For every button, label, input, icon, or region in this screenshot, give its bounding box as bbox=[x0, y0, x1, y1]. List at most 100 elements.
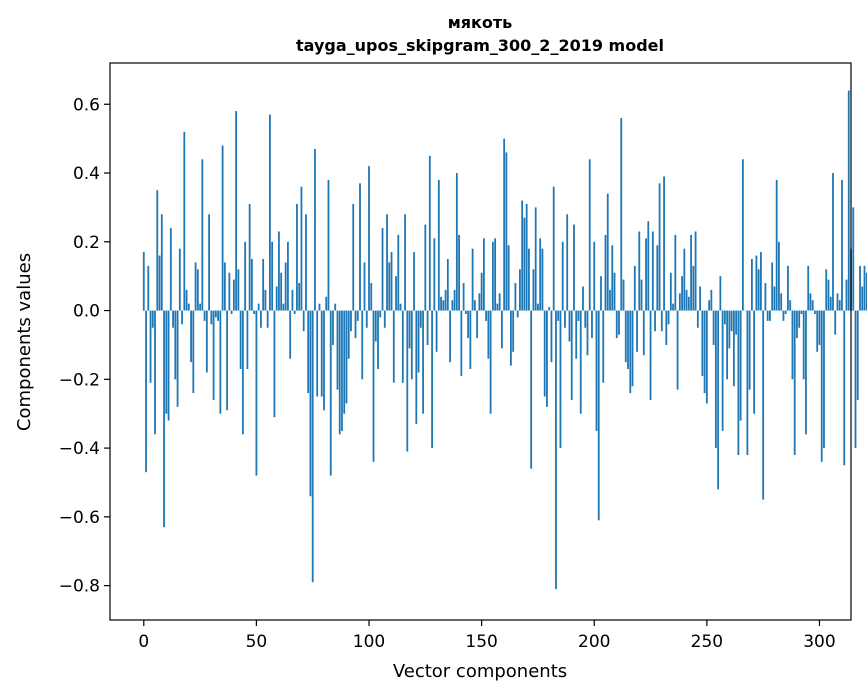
bar bbox=[449, 310, 451, 363]
bar bbox=[422, 310, 424, 414]
bar bbox=[834, 310, 837, 335]
bar bbox=[199, 303, 201, 311]
bar bbox=[187, 303, 190, 311]
bar bbox=[280, 272, 283, 311]
bar bbox=[318, 303, 321, 311]
bar bbox=[311, 310, 314, 583]
bar bbox=[604, 234, 607, 311]
bar bbox=[829, 296, 832, 311]
bar bbox=[494, 238, 497, 311]
bar bbox=[181, 310, 183, 325]
bar bbox=[719, 276, 722, 311]
bar bbox=[354, 310, 357, 339]
bar bbox=[647, 221, 650, 311]
y-tick-label: −0.6 bbox=[59, 508, 100, 528]
bar bbox=[841, 179, 843, 311]
bar bbox=[284, 262, 287, 311]
bar bbox=[246, 310, 249, 370]
bar bbox=[863, 265, 866, 311]
bar bbox=[149, 310, 152, 383]
bar bbox=[760, 252, 762, 311]
bar bbox=[818, 310, 821, 345]
bar bbox=[645, 238, 647, 311]
bar bbox=[757, 269, 760, 311]
bar bbox=[678, 293, 681, 311]
bar bbox=[370, 283, 373, 311]
bar bbox=[343, 310, 346, 414]
bar bbox=[769, 310, 771, 321]
bar bbox=[217, 310, 220, 321]
bar bbox=[807, 265, 810, 311]
bar bbox=[566, 214, 569, 311]
bar bbox=[564, 310, 566, 328]
bar bbox=[316, 310, 319, 397]
bar bbox=[654, 310, 656, 332]
bar bbox=[723, 310, 726, 325]
bar bbox=[334, 303, 337, 311]
bar bbox=[406, 310, 409, 452]
bar bbox=[212, 310, 215, 400]
bar bbox=[264, 289, 267, 311]
bar bbox=[460, 310, 463, 376]
bar bbox=[825, 269, 828, 311]
bar bbox=[586, 310, 589, 356]
bar bbox=[169, 228, 172, 311]
x-tick-label: 0 bbox=[138, 632, 149, 652]
bar bbox=[145, 310, 147, 473]
x-tick-label: 150 bbox=[465, 632, 497, 652]
y-tick-label: 0.0 bbox=[73, 302, 100, 322]
y-tick-label: −0.4 bbox=[59, 439, 100, 459]
bar bbox=[476, 310, 479, 339]
bar bbox=[710, 289, 713, 311]
bar bbox=[782, 310, 785, 321]
bar bbox=[507, 245, 510, 311]
y-tick-label: 0.2 bbox=[73, 233, 100, 253]
bar bbox=[336, 310, 339, 390]
bar bbox=[847, 90, 850, 311]
bar bbox=[228, 272, 231, 311]
bar bbox=[397, 234, 400, 311]
bar bbox=[210, 310, 213, 325]
bar bbox=[178, 248, 181, 311]
bar bbox=[730, 310, 733, 332]
bar bbox=[386, 214, 388, 311]
bar bbox=[307, 310, 310, 394]
bar bbox=[705, 310, 708, 404]
bar bbox=[241, 310, 244, 435]
bar bbox=[789, 300, 792, 311]
bar bbox=[708, 300, 711, 311]
bar bbox=[239, 310, 242, 370]
bar bbox=[737, 310, 740, 455]
bar bbox=[469, 310, 472, 370]
bar bbox=[732, 310, 735, 387]
bar bbox=[296, 203, 298, 311]
bar bbox=[356, 310, 359, 321]
bar bbox=[298, 283, 301, 311]
bar bbox=[820, 310, 823, 462]
bar bbox=[510, 310, 512, 366]
y-tick-label: 0.4 bbox=[73, 164, 100, 184]
bar bbox=[471, 248, 474, 311]
bar bbox=[458, 234, 460, 311]
x-tick-label: 250 bbox=[691, 632, 723, 652]
bar bbox=[766, 310, 769, 321]
bar bbox=[805, 310, 807, 435]
bar bbox=[408, 310, 411, 349]
bar bbox=[575, 310, 578, 359]
bar bbox=[642, 310, 645, 356]
bar bbox=[415, 310, 418, 425]
bar bbox=[368, 166, 370, 311]
bar bbox=[442, 300, 445, 311]
bar bbox=[482, 238, 485, 311]
bar bbox=[183, 131, 186, 311]
bar bbox=[735, 310, 738, 335]
bar bbox=[602, 310, 605, 383]
x-tick-label: 300 bbox=[803, 632, 835, 652]
bar bbox=[555, 310, 557, 590]
bar bbox=[683, 248, 686, 311]
bar bbox=[325, 296, 328, 311]
bar bbox=[512, 310, 515, 352]
bar bbox=[314, 148, 316, 311]
bar bbox=[401, 310, 404, 383]
